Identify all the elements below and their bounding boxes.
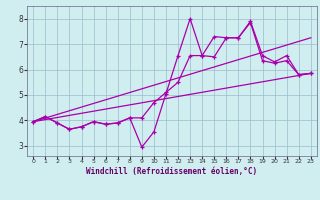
X-axis label: Windchill (Refroidissement éolien,°C): Windchill (Refroidissement éolien,°C) — [86, 167, 258, 176]
